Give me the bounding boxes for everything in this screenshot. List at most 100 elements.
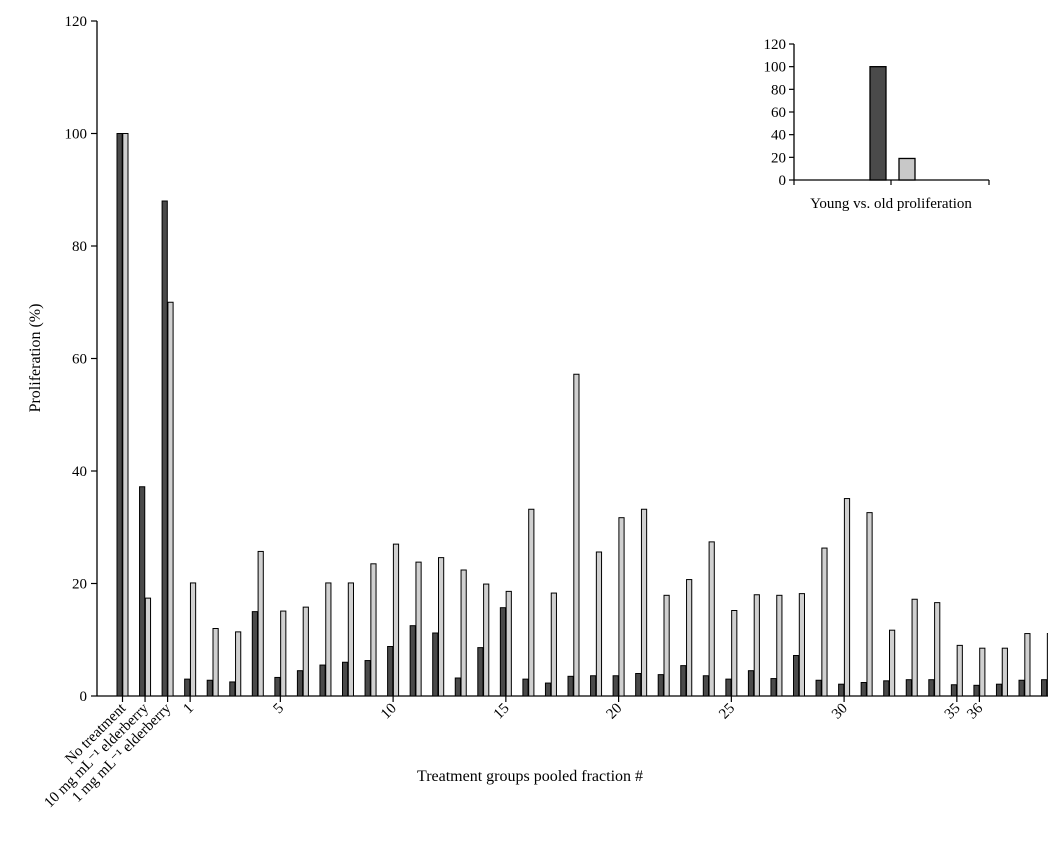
bar-series-2 (460, 569, 467, 697)
y-tick-label: 60 (72, 352, 87, 368)
bar-series-2 (663, 594, 670, 697)
bar-series-1 (657, 674, 664, 697)
bar-series-2 (189, 582, 197, 697)
bar-series-1 (995, 683, 1003, 697)
bar-series-1 (432, 632, 439, 697)
x-tick-label: 10 mg mL⁻¹ elderberry (41, 700, 152, 811)
bar-series-2 (1001, 647, 1008, 697)
bar-series-2 (866, 512, 873, 697)
bar-series-2 (505, 590, 512, 697)
bar-series-1 (184, 678, 191, 697)
inset-bar-old (898, 157, 916, 181)
bar-series-2 (370, 563, 377, 697)
bar-series-1 (928, 679, 935, 697)
bar-series-1 (387, 646, 394, 697)
bar-series-1 (973, 684, 980, 697)
bar-series-1 (590, 675, 597, 697)
bar-series-2 (889, 629, 896, 697)
bar-series-1 (522, 678, 529, 697)
x-tick-label: 20 (604, 701, 626, 723)
bar-series-2 (753, 594, 760, 697)
bar-series-1 (319, 664, 326, 697)
bar-series-1 (139, 486, 146, 697)
bar-series-1 (883, 680, 890, 697)
bar-series-1 (905, 679, 912, 697)
bar-series-1 (860, 682, 867, 697)
bar-series-1 (1018, 679, 1025, 697)
bar-series-2 (843, 498, 851, 697)
bar-series-2 (438, 557, 445, 697)
bar-series-2 (483, 583, 490, 697)
bar-series-1 (793, 655, 800, 697)
y-tick-label: 0 (80, 689, 88, 705)
bar-series-2 (257, 550, 264, 697)
bar-series-2 (708, 541, 715, 697)
bar-series-2 (167, 301, 174, 697)
bar-series-2 (934, 602, 941, 697)
bar-series-2 (212, 628, 219, 697)
x-tick-label: 5 (271, 701, 288, 718)
y-tick-label: 40 (72, 464, 87, 480)
inset-x-label: Young vs. old proliferation (810, 196, 972, 212)
bar-series-1 (770, 678, 777, 697)
inset-y-tick-label: 100 (764, 60, 787, 76)
bar-series-2 (618, 517, 625, 697)
x-tick-label: 15 (491, 701, 513, 723)
bar-series-2 (528, 508, 535, 697)
bar-series-1 (454, 677, 461, 697)
inset-y-tick-label: 0 (779, 173, 787, 189)
inset-y-tick-label: 120 (764, 37, 787, 53)
bar-series-1 (296, 670, 304, 697)
inset-y-tick-label: 40 (771, 128, 786, 144)
bar-series-1 (342, 661, 349, 697)
bar-series-2 (956, 644, 963, 697)
bar-series-2 (979, 647, 986, 697)
bar-series-1 (838, 683, 845, 697)
bar-series-1 (725, 678, 732, 697)
bar-series-1 (747, 670, 755, 697)
x-tick-label: 10 (378, 701, 400, 723)
y-tick-label: 20 (72, 577, 87, 593)
bar-series-2 (595, 551, 603, 697)
bar-series-2 (392, 543, 400, 697)
bar-series-2 (415, 561, 422, 697)
bar-series-1 (206, 679, 213, 697)
bar-series-1 (702, 675, 709, 697)
bar-series-1 (635, 673, 642, 697)
x-tick-label: 1 (180, 701, 197, 718)
bar-series-2 (776, 594, 783, 697)
y-tick-label: 100 (65, 127, 88, 143)
bar-series-1 (409, 625, 416, 697)
bar-series-2 (911, 598, 918, 697)
y-tick-label: 80 (72, 239, 87, 255)
bar-series-1 (364, 660, 371, 697)
bar-series-1 (229, 681, 236, 697)
bar-series-1 (251, 611, 259, 697)
bar-series-2 (347, 582, 354, 697)
inset-y-tick-label: 80 (771, 82, 786, 98)
bar-series-2 (280, 610, 287, 697)
bar-series-2 (640, 508, 648, 697)
bar-series-1 (680, 665, 687, 697)
bar-series-2 (550, 592, 557, 697)
bar-series-2 (122, 133, 129, 697)
bar-series-2 (302, 606, 309, 697)
bar-series-1 (274, 676, 281, 697)
y-tick-label: 120 (65, 14, 88, 30)
bar-series-2 (325, 582, 332, 697)
bar-series-1 (499, 607, 507, 697)
x-axis-title: Treatment groups pooled fraction # (417, 768, 643, 785)
x-tick-label: 25 (716, 701, 738, 723)
bar-series-1 (815, 679, 822, 697)
bar-series-2 (686, 579, 693, 697)
x-tick-label: 36 (964, 700, 986, 722)
bar-series-2 (573, 373, 580, 697)
bar-series-1 (567, 675, 574, 697)
bar-series-1 (477, 647, 484, 697)
bar-series-2 (1024, 633, 1031, 697)
inset-bar-young (869, 66, 887, 181)
bar-series-2 (235, 631, 242, 697)
y-axis-title: Proliferation (%) (27, 304, 44, 413)
